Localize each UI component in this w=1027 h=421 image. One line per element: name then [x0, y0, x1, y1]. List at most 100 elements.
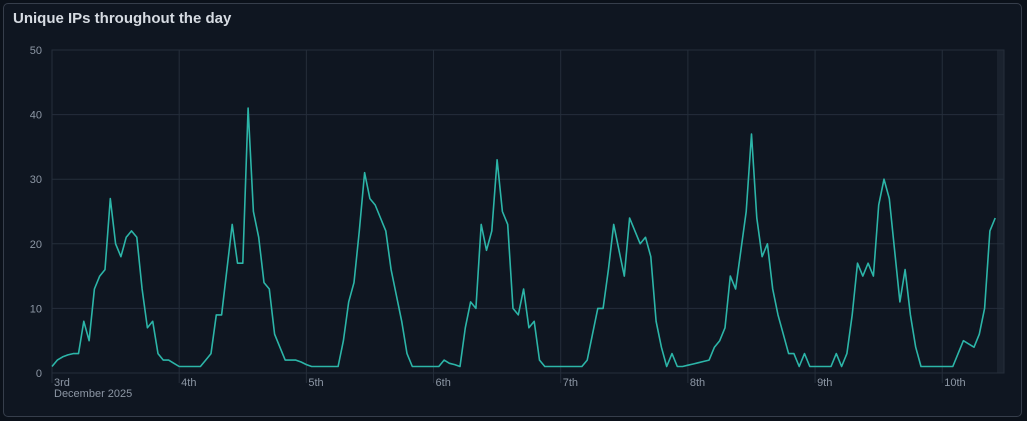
data-point — [924, 364, 929, 369]
data-point — [972, 345, 977, 350]
data-point — [754, 215, 759, 220]
data-point — [246, 106, 251, 111]
data-point — [405, 351, 410, 356]
data-point — [516, 312, 521, 317]
data-point — [685, 363, 690, 368]
data-point — [367, 196, 372, 201]
data-point — [887, 196, 892, 201]
data-point — [611, 222, 616, 227]
data-point — [892, 248, 897, 253]
data-point — [267, 287, 272, 292]
data-point — [373, 203, 378, 208]
data-point — [299, 360, 304, 365]
data-point — [828, 364, 833, 369]
data-point — [770, 287, 775, 292]
data-point — [526, 325, 531, 330]
data-point — [166, 358, 171, 363]
data-point — [765, 241, 770, 246]
data-point — [818, 364, 823, 369]
data-point — [834, 351, 839, 356]
data-point — [314, 364, 319, 369]
data-point — [982, 306, 987, 311]
data-point — [728, 274, 733, 279]
data-point — [468, 299, 473, 304]
data-point — [426, 364, 431, 369]
data-point — [452, 362, 457, 367]
data-point — [415, 364, 420, 369]
data-point — [617, 248, 622, 253]
data-point — [548, 364, 553, 369]
data-point — [919, 364, 924, 369]
data-point — [208, 351, 213, 356]
data-point — [956, 351, 961, 356]
chart-panel: Unique IPs throughout the day — [3, 3, 1022, 417]
series-line — [51, 107, 996, 368]
data-point — [850, 312, 855, 317]
data-point — [802, 351, 807, 356]
data-point — [696, 360, 701, 365]
data-point — [473, 306, 478, 311]
data-point — [987, 228, 992, 233]
data-point — [489, 228, 494, 233]
data-point — [113, 241, 118, 246]
data-point — [844, 351, 849, 356]
data-point — [177, 364, 182, 369]
data-point — [118, 254, 123, 259]
data-point — [60, 354, 65, 359]
data-point — [860, 274, 865, 279]
data-point — [601, 306, 606, 311]
data-point — [309, 364, 314, 369]
data-point — [903, 267, 908, 272]
data-point — [680, 364, 685, 369]
data-point — [256, 235, 261, 240]
data-point — [420, 364, 425, 369]
x-tick-label: 5th — [308, 377, 323, 389]
x-tick-label: 8th — [690, 377, 705, 389]
data-point — [712, 345, 717, 350]
data-point — [458, 364, 463, 369]
data-point — [325, 364, 330, 369]
x-tick-sublabel: December 2025 — [54, 388, 132, 400]
data-point — [187, 364, 192, 369]
data-point — [447, 361, 452, 366]
data-point — [431, 364, 436, 369]
data-point — [505, 222, 510, 227]
data-point — [579, 364, 584, 369]
data-point — [50, 364, 55, 369]
data-point — [140, 287, 145, 292]
data-point — [230, 222, 235, 227]
data-point — [797, 364, 802, 369]
data-point — [839, 364, 844, 369]
data-point — [722, 325, 727, 330]
data-point — [219, 312, 224, 317]
data-point — [399, 319, 404, 324]
data-point — [283, 358, 288, 363]
data-point — [484, 248, 489, 253]
data-point — [569, 364, 574, 369]
data-point — [352, 280, 357, 285]
data-point — [786, 351, 791, 356]
data-point — [272, 332, 277, 337]
data-point — [171, 361, 176, 366]
x-tick-label: 7th — [563, 377, 578, 389]
data-point — [436, 364, 441, 369]
data-point — [330, 364, 335, 369]
data-point — [871, 274, 876, 279]
data-point — [129, 228, 134, 233]
data-point — [632, 228, 637, 233]
data-point — [357, 228, 362, 233]
data-point — [102, 267, 107, 272]
data-point — [606, 267, 611, 272]
data-point — [913, 345, 918, 350]
data-point — [410, 364, 415, 369]
data-point — [495, 157, 500, 162]
data-point — [161, 358, 166, 363]
data-point — [251, 209, 256, 214]
data-point — [807, 364, 812, 369]
panel-title: Unique IPs throughout the day — [13, 10, 232, 27]
data-point — [537, 358, 542, 363]
data-point — [701, 359, 706, 364]
data-point — [288, 358, 293, 363]
x-tick-label: 3rd — [54, 377, 70, 389]
